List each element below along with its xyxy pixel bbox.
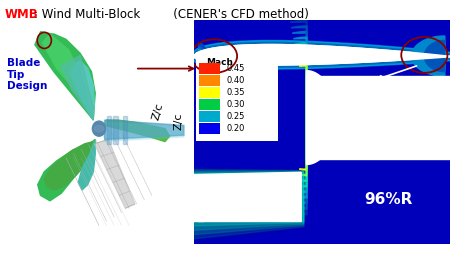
Polygon shape xyxy=(105,120,184,139)
Polygon shape xyxy=(299,65,306,170)
Polygon shape xyxy=(76,61,94,118)
Polygon shape xyxy=(40,34,95,118)
Polygon shape xyxy=(292,31,307,204)
Text: Z/c: Z/c xyxy=(173,112,183,130)
Polygon shape xyxy=(190,170,304,235)
Polygon shape xyxy=(419,43,445,70)
Polygon shape xyxy=(290,20,307,215)
Polygon shape xyxy=(194,177,214,221)
Text: 0.25: 0.25 xyxy=(227,112,245,121)
Polygon shape xyxy=(105,120,170,141)
Bar xyxy=(198,111,220,122)
Polygon shape xyxy=(105,121,184,140)
Ellipse shape xyxy=(94,125,104,132)
Polygon shape xyxy=(298,59,307,176)
Polygon shape xyxy=(105,120,184,139)
Bar xyxy=(198,123,220,134)
Polygon shape xyxy=(306,71,336,165)
Polygon shape xyxy=(105,122,184,141)
Polygon shape xyxy=(42,34,91,107)
Polygon shape xyxy=(35,32,93,120)
Text: 0.30: 0.30 xyxy=(227,100,245,109)
Polygon shape xyxy=(193,172,304,226)
Bar xyxy=(198,75,220,86)
Polygon shape xyxy=(94,139,135,208)
Polygon shape xyxy=(189,169,304,239)
Polygon shape xyxy=(198,49,202,63)
Polygon shape xyxy=(306,76,450,159)
Polygon shape xyxy=(427,47,445,65)
Polygon shape xyxy=(194,172,301,221)
Text: (CENER's CFD method): (CENER's CFD method) xyxy=(162,8,309,21)
Text: 0.20: 0.20 xyxy=(227,124,245,133)
Polygon shape xyxy=(61,55,93,120)
Text: 0.40: 0.40 xyxy=(227,76,245,85)
Polygon shape xyxy=(296,48,307,187)
Bar xyxy=(198,63,220,74)
Polygon shape xyxy=(198,47,204,65)
Polygon shape xyxy=(198,52,201,60)
Polygon shape xyxy=(293,37,307,198)
Text: WMB: WMB xyxy=(4,8,38,21)
Text: : Wind Multi-Block: : Wind Multi-Block xyxy=(34,8,140,21)
Polygon shape xyxy=(435,52,445,60)
Bar xyxy=(198,99,220,110)
Polygon shape xyxy=(198,43,206,70)
Polygon shape xyxy=(412,36,445,76)
Circle shape xyxy=(92,121,106,136)
Polygon shape xyxy=(38,139,95,201)
Text: Mach: Mach xyxy=(206,58,233,67)
Polygon shape xyxy=(122,116,127,144)
Polygon shape xyxy=(194,172,304,221)
Polygon shape xyxy=(295,43,307,193)
Polygon shape xyxy=(297,54,307,181)
Polygon shape xyxy=(78,141,95,190)
Polygon shape xyxy=(44,141,95,190)
Text: 0.45: 0.45 xyxy=(227,64,245,73)
Text: 96%R: 96%R xyxy=(364,192,413,207)
Polygon shape xyxy=(113,116,118,144)
Polygon shape xyxy=(189,168,304,244)
Text: 0.35: 0.35 xyxy=(227,88,245,97)
Bar xyxy=(196,52,278,141)
Polygon shape xyxy=(191,171,304,230)
Bar xyxy=(198,87,220,98)
Polygon shape xyxy=(107,116,111,144)
Text: Z/c: Z/c xyxy=(150,102,165,121)
Polygon shape xyxy=(71,61,93,120)
Text: Blade
Tip
Design: Blade Tip Design xyxy=(7,58,47,91)
Polygon shape xyxy=(424,40,445,72)
Polygon shape xyxy=(198,54,200,58)
Polygon shape xyxy=(291,26,307,209)
